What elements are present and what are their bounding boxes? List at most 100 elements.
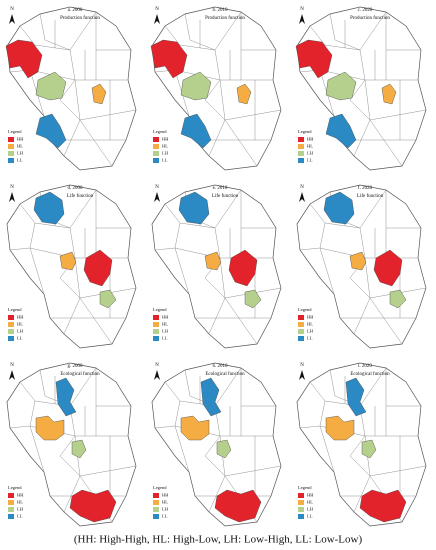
cluster-region — [178, 191, 210, 225]
cluster-region — [214, 489, 262, 523]
county-boundary — [19, 203, 45, 295]
legend-swatch — [153, 500, 159, 505]
cluster-region — [361, 439, 377, 459]
cluster-region — [349, 251, 367, 271]
cluster-region — [91, 83, 107, 105]
north-label: N — [300, 363, 304, 368]
panel-label: a. 2000 — [68, 8, 83, 13]
panel-label: e. 2010 — [213, 186, 228, 191]
legend-title: Legend — [8, 307, 22, 312]
cluster-region — [69, 489, 117, 523]
map-outline — [6, 362, 137, 527]
panel-label: c. 2020 — [358, 8, 373, 13]
legend-swatch — [8, 315, 14, 320]
north-label: N — [300, 7, 304, 12]
county-boundary — [9, 247, 31, 251]
county-boundary — [34, 222, 71, 229]
county-boundary — [154, 425, 176, 429]
north-arrow — [154, 192, 160, 202]
legend-label: HH — [17, 137, 24, 142]
legend-label: LH — [17, 151, 24, 156]
county-boundary — [79, 119, 113, 167]
county-boundary — [39, 367, 97, 407]
legend-label: HL — [307, 322, 313, 327]
legend-label: LL — [307, 336, 313, 341]
county-boundary — [324, 222, 361, 229]
county-boundary — [184, 367, 242, 407]
legend-swatch — [153, 514, 159, 519]
panel-function: Production function — [60, 16, 100, 21]
legend-label: LL — [162, 514, 168, 519]
county-boundary — [179, 44, 216, 51]
north-arrow — [9, 14, 15, 24]
county-boundary — [39, 11, 97, 51]
legend-swatch — [153, 158, 159, 163]
county-boundary — [224, 297, 258, 345]
legend-label: LL — [17, 336, 23, 341]
north-label: N — [10, 363, 14, 368]
north-label: N — [155, 7, 159, 12]
county-boundary — [349, 435, 371, 513]
legend-label: LL — [307, 158, 313, 163]
legend-swatch — [153, 336, 159, 341]
legend-label: LH — [162, 151, 169, 156]
cluster-region — [373, 249, 403, 287]
legend-swatch — [8, 137, 14, 142]
county-boundary — [309, 381, 335, 473]
cluster-region — [83, 249, 113, 287]
legend-label: LL — [162, 158, 168, 163]
legend-swatch — [298, 322, 304, 327]
legend-title: Legend — [298, 129, 312, 134]
cluster-region — [381, 83, 397, 105]
legend-label: LL — [307, 514, 313, 519]
cluster-region — [59, 251, 77, 271]
county-boundary — [59, 79, 81, 157]
legend-swatch — [298, 158, 304, 163]
county-boundary — [299, 247, 321, 251]
legend-title: Legend — [298, 485, 312, 490]
panel-label: i. 2020 — [358, 364, 372, 369]
map-outline — [6, 6, 137, 171]
cluster-region — [71, 439, 87, 459]
cluster-region — [180, 113, 212, 149]
legend-swatch — [8, 322, 14, 327]
north-arrow — [154, 370, 160, 380]
county-boundary — [224, 119, 258, 167]
legend-label: HL — [17, 322, 23, 327]
panel-label: d. 2000 — [68, 186, 84, 191]
county-boundary — [34, 44, 71, 51]
legend-swatch — [8, 514, 14, 519]
county-boundary — [324, 44, 361, 51]
legend-label: HL — [17, 144, 23, 149]
legend-label: HL — [162, 144, 168, 149]
panel-function: Ecological function — [60, 372, 100, 377]
legend-swatch — [298, 151, 304, 156]
cluster-region — [359, 489, 407, 523]
north-arrow — [299, 14, 305, 24]
cluster-region — [325, 415, 355, 441]
legend-label: LH — [307, 151, 314, 156]
legend-title: Legend — [298, 307, 312, 312]
legend-label: LH — [162, 507, 169, 512]
legend-label: HH — [307, 493, 314, 498]
panel-label: f. 2020 — [358, 186, 373, 191]
north-arrow — [154, 14, 160, 24]
cluster-region — [244, 289, 262, 309]
cluster-region — [345, 377, 367, 417]
cluster-region — [35, 113, 67, 149]
county-boundary — [179, 222, 216, 229]
legend-swatch — [153, 151, 159, 156]
map-outline — [151, 362, 282, 527]
legend-swatch — [8, 493, 14, 498]
north-label: N — [155, 363, 159, 368]
legend-label: LL — [17, 514, 23, 519]
cluster-region — [200, 377, 222, 417]
legend-swatch — [8, 158, 14, 163]
legend-label: HH — [162, 493, 169, 498]
north-arrow — [9, 370, 15, 380]
north-arrow — [9, 192, 15, 202]
county-boundary — [154, 247, 176, 251]
county-boundary — [164, 381, 190, 473]
